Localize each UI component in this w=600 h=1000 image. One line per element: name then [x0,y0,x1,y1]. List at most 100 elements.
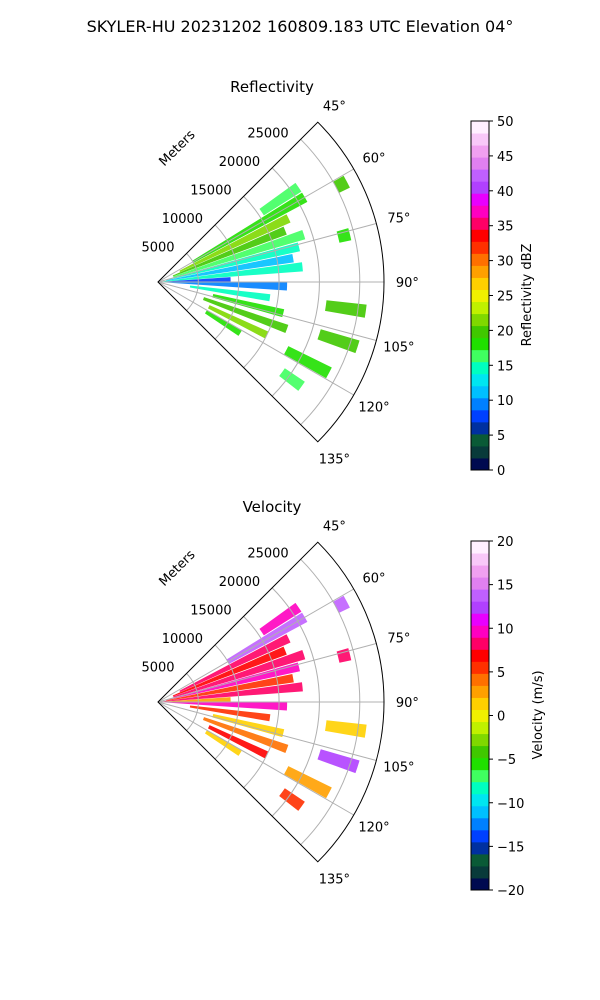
colorbar-swatch [471,217,489,230]
colorbar-tick-label: −20 [497,884,524,899]
colorbar-swatch [471,157,489,170]
echo-cell [172,646,287,697]
colorbar-tick-label: 10 [497,622,514,637]
angle-tick-label: 105° [383,761,414,776]
angular-grid-line [157,281,377,341]
colorbar-swatch [471,613,489,626]
colorbar-swatch [471,601,489,614]
echo-cell [284,346,332,379]
velocity-title: Velocity [243,498,302,516]
colorbar-tick-label: 20 [497,324,514,339]
radial-tick-label: 25000 [247,126,288,141]
colorbar-swatch [471,817,489,831]
colorbar-swatch [471,421,489,435]
colorbar-swatch [471,805,489,819]
reflectivity-title: Reflectivity [230,78,314,96]
radial-tick-label: 25000 [247,546,288,561]
colorbar-swatch [471,145,489,158]
echo-cell [279,368,305,391]
colorbar-tick-label: 0 [497,710,505,725]
sector-frame [157,121,385,443]
echo-layer [161,175,367,391]
angle-tick-label: 135° [319,452,350,467]
echo-cell [204,730,242,756]
colorbar-swatch [471,541,489,554]
colorbar-swatch [471,229,489,242]
colorbar-swatch [471,829,489,843]
echo-cell [162,282,288,291]
angle-tick-label: 90° [396,276,419,291]
colorbar-swatch [471,757,489,771]
angular-grid-line [157,223,377,283]
colorbar-swatch [471,769,489,783]
colorbar-swatch [471,373,489,387]
echo-cell [189,705,271,722]
echo-cell [162,702,288,711]
echo-cell [161,262,303,282]
colorbar-tick-label: 35 [497,220,514,235]
reflectivity-colorbar-label: Reflectivity dBZ [520,244,535,347]
radial-tick-label: 15000 [190,603,231,618]
colorbar-swatch [471,205,489,218]
colorbar-swatch [471,133,489,146]
colorbar-swatch [471,877,489,891]
radial-tick-label: 20000 [219,155,260,170]
echo-cell [207,725,269,759]
colorbar-swatch [471,709,489,723]
colorbar-swatch [471,565,489,578]
angle-tick-label: 45° [323,100,346,115]
echo-cell [202,717,289,753]
colorbar-swatch [471,181,489,194]
colorbar-swatch [471,793,489,807]
angle-tick-label: 120° [358,401,389,416]
radial-tick-label: 5000 [141,240,174,255]
colorbar-swatch [471,589,489,602]
angular-grid-line [157,168,354,283]
echo-cell [207,305,269,339]
echo-cell [179,214,291,273]
angular-grid-line [157,643,377,703]
angular-grid-line [157,281,354,396]
colorbar-swatch [471,169,489,182]
echo-cell [161,682,303,702]
radial-tick-label: 10000 [162,212,203,227]
colorbar-swatch [471,733,489,747]
sector-frame [157,541,385,863]
colorbar-tick-label: 25 [497,290,514,305]
colorbar-swatch [471,253,489,266]
angle-tick-label: 105° [383,341,414,356]
echo-cell [284,766,332,799]
colorbar-swatch [471,361,489,375]
angle-tick-label: 135° [319,872,350,887]
velocity-panel: Velocity Meters Velocity (m/s) 5000 10000… [141,498,546,899]
colorbar-swatch [471,289,489,303]
colorbar-swatch [471,649,489,662]
colorbar-tick-label: 50 [497,115,514,130]
colorbar-swatch [471,865,489,879]
colorbar-swatch [471,337,489,351]
echo-layer [161,595,367,811]
colorbar-swatch [471,385,489,399]
echo-cell [333,595,350,613]
colorbar-swatch [471,625,489,638]
colorbar-swatch [471,553,489,566]
colorbar-swatch [471,697,489,710]
angle-tick-label: 75° [387,211,410,226]
colorbar-tick-label: 0 [497,464,505,479]
colorbar-swatch [471,745,489,759]
colorbar-swatch [471,313,489,327]
colorbar-tick-label: 15 [497,579,514,594]
echo-cell [172,226,287,277]
colorbar-tick-label: 10 [497,394,514,409]
echo-cell [325,720,367,738]
reflectivity-panel: Reflectivity Meters Reflectivity dBZ 500… [141,78,535,479]
colorbar-swatch [471,121,489,134]
colorbar-swatch [471,853,489,867]
colorbar-swatch [471,397,489,411]
echo-cell [336,228,352,243]
colorbar-swatch [471,781,489,795]
figure-title: SKYLER-HU 20231202 160809.183 UTC Elevat… [87,17,514,36]
velocity-radial-label: Meters [157,547,199,589]
angle-tick-label: 60° [362,571,385,586]
colorbar-swatch [471,661,489,674]
